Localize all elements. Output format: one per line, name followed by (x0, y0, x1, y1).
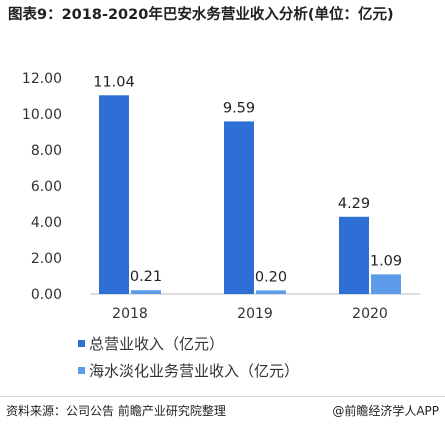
y-tick-label: 4.00 (31, 215, 62, 231)
legend-label-desalination: 海水淡化业务营业收入（亿元） (89, 362, 300, 380)
y-tick-label: 2.00 (31, 251, 62, 267)
y-tick-label: 10.00 (22, 107, 62, 123)
value-label-desalination-2019: 0.20 (255, 269, 287, 285)
value-label-desalination-2020: 1.09 (370, 253, 402, 269)
x-tick-label-2018: 2018 (112, 306, 148, 322)
x-tick-label-2020: 2020 (352, 306, 388, 322)
chart-title: 图表9：2018-2020年巴安水务营业收入分析(单位：亿元) (8, 7, 394, 23)
y-tick-label: 0.00 (31, 287, 62, 303)
footer-divider (0, 396, 445, 397)
bar-desalination-2020 (371, 274, 401, 294)
value-label-total-2020: 4.29 (338, 196, 370, 212)
value-label-total-2019: 9.59 (223, 100, 255, 116)
legend-label-total: 总营业收入（亿元） (89, 335, 225, 353)
legend-swatch-desalination (78, 367, 85, 374)
x-axis: 2018 2019 2020 (112, 306, 388, 322)
bar-total-2018 (99, 95, 129, 294)
brand-credit: @前瞻经济学人APP (332, 404, 439, 418)
y-tick-label: 12.00 (22, 71, 62, 87)
legend-item-desalination-revenue: 海水淡化业务营业收入（亿元） (78, 360, 299, 381)
y-tick-label: 6.00 (31, 179, 62, 195)
value-label-total-2018: 11.04 (93, 74, 135, 90)
x-tick-label-2019: 2019 (237, 306, 273, 322)
y-axis: 0.00 2.00 4.00 6.00 8.00 10.00 12.00 (22, 71, 62, 303)
source-note: 资料来源：公司公告 前瞻产业研究院整理 (6, 404, 226, 418)
bars: 11.04 0.21 9.59 0.20 4.29 1.09 (93, 74, 402, 294)
bar-total-2019 (224, 121, 254, 294)
bar-total-2020 (339, 216, 369, 294)
bar-desalination-2018 (131, 290, 161, 294)
legend-swatch-total (78, 340, 85, 347)
value-label-desalination-2018: 0.21 (130, 269, 162, 285)
y-tick-label: 8.00 (31, 143, 62, 159)
legend-item-total-revenue: 总营业收入（亿元） (78, 333, 224, 354)
bar-desalination-2019 (256, 290, 286, 294)
